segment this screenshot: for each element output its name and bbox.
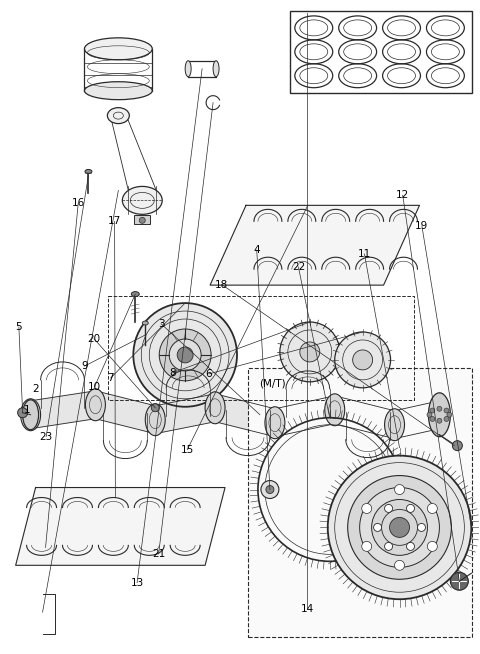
Circle shape <box>384 542 393 551</box>
Circle shape <box>444 408 449 413</box>
Text: 7: 7 <box>108 373 114 383</box>
Circle shape <box>373 523 382 532</box>
Text: 17: 17 <box>108 216 121 226</box>
Circle shape <box>328 456 471 599</box>
Ellipse shape <box>205 392 225 424</box>
Circle shape <box>427 504 437 513</box>
Ellipse shape <box>85 169 92 173</box>
Circle shape <box>407 504 415 513</box>
Text: 16: 16 <box>72 198 85 208</box>
Ellipse shape <box>430 399 449 431</box>
Circle shape <box>407 542 415 551</box>
Text: 5: 5 <box>15 322 22 332</box>
Circle shape <box>447 412 452 417</box>
Ellipse shape <box>185 61 191 77</box>
Text: 21: 21 <box>152 549 165 559</box>
Ellipse shape <box>325 394 345 426</box>
Ellipse shape <box>384 409 405 441</box>
Ellipse shape <box>122 186 162 215</box>
Circle shape <box>280 322 340 382</box>
Circle shape <box>427 542 437 551</box>
Circle shape <box>384 504 393 513</box>
Circle shape <box>437 419 442 423</box>
Circle shape <box>300 342 320 362</box>
Circle shape <box>266 485 274 494</box>
Polygon shape <box>155 394 215 434</box>
Circle shape <box>151 404 159 412</box>
Polygon shape <box>210 205 420 285</box>
Circle shape <box>159 329 211 381</box>
Text: 18: 18 <box>215 280 228 290</box>
Polygon shape <box>16 487 225 565</box>
Text: 4: 4 <box>253 245 260 255</box>
Circle shape <box>261 481 279 498</box>
Polygon shape <box>96 391 155 434</box>
Text: 15: 15 <box>181 445 194 455</box>
Text: 2: 2 <box>32 384 38 394</box>
Circle shape <box>427 412 432 417</box>
Ellipse shape <box>23 400 38 430</box>
Circle shape <box>395 485 405 494</box>
Circle shape <box>430 408 435 413</box>
Ellipse shape <box>84 38 152 60</box>
Circle shape <box>335 332 391 388</box>
Bar <box>248 368 472 637</box>
Polygon shape <box>215 394 275 437</box>
Ellipse shape <box>142 321 148 325</box>
Ellipse shape <box>213 61 219 77</box>
Text: 19: 19 <box>415 221 429 231</box>
Circle shape <box>395 560 405 570</box>
Circle shape <box>139 217 145 223</box>
Ellipse shape <box>108 108 129 124</box>
Circle shape <box>169 339 201 371</box>
Circle shape <box>360 487 439 567</box>
Text: 3: 3 <box>158 318 164 329</box>
Ellipse shape <box>21 399 41 431</box>
Text: 6: 6 <box>205 369 212 379</box>
Circle shape <box>362 504 372 513</box>
Text: 13: 13 <box>131 577 144 588</box>
Ellipse shape <box>84 82 152 99</box>
Text: 10: 10 <box>88 382 101 392</box>
Polygon shape <box>31 391 96 429</box>
Polygon shape <box>395 401 439 439</box>
Circle shape <box>437 406 442 411</box>
Ellipse shape <box>145 404 165 436</box>
Text: 1: 1 <box>24 405 30 415</box>
Bar <box>134 215 150 224</box>
Bar <box>290 11 472 93</box>
Ellipse shape <box>132 292 139 296</box>
Circle shape <box>390 517 409 538</box>
Text: 23: 23 <box>39 432 53 441</box>
Text: 11: 11 <box>358 249 371 259</box>
Circle shape <box>18 407 28 418</box>
Text: 22: 22 <box>292 262 305 272</box>
Circle shape <box>444 417 449 421</box>
Text: 12: 12 <box>396 190 409 200</box>
Circle shape <box>372 500 428 555</box>
Ellipse shape <box>429 393 450 437</box>
Circle shape <box>362 542 372 551</box>
Text: (M/T): (M/T) <box>260 379 286 389</box>
Circle shape <box>177 347 193 363</box>
Text: 8: 8 <box>170 368 176 377</box>
Circle shape <box>430 417 435 421</box>
Circle shape <box>418 523 425 532</box>
Circle shape <box>353 350 372 370</box>
Polygon shape <box>275 396 335 437</box>
Text: 9: 9 <box>81 361 88 371</box>
Ellipse shape <box>85 389 106 421</box>
Text: 20: 20 <box>87 334 101 344</box>
Circle shape <box>348 475 451 579</box>
Text: 14: 14 <box>300 604 313 613</box>
Circle shape <box>452 441 462 451</box>
Polygon shape <box>335 396 395 439</box>
Circle shape <box>450 572 468 591</box>
Ellipse shape <box>265 407 285 439</box>
Circle shape <box>133 303 237 407</box>
